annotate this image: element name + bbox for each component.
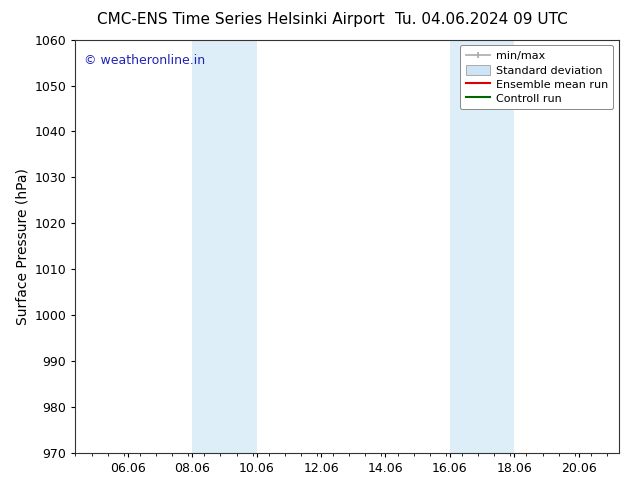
- Text: © weatheronline.in: © weatheronline.in: [84, 54, 205, 67]
- Y-axis label: Surface Pressure (hPa): Surface Pressure (hPa): [15, 168, 29, 325]
- Text: Tu. 04.06.2024 09 UTC: Tu. 04.06.2024 09 UTC: [396, 12, 568, 27]
- Bar: [192, 40, 257, 453]
- Legend: min/max, Standard deviation, Ensemble mean run, Controll run: min/max, Standard deviation, Ensemble me…: [460, 45, 614, 109]
- Bar: [450, 40, 514, 453]
- Text: CMC-ENS Time Series Helsinki Airport: CMC-ENS Time Series Helsinki Airport: [97, 12, 385, 27]
